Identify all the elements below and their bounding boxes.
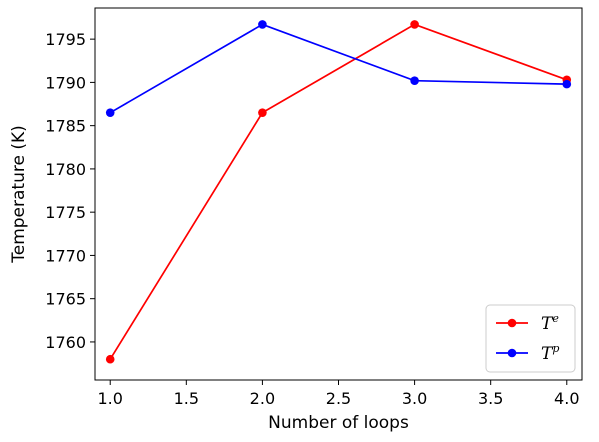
data-point-t-p	[410, 76, 419, 85]
y-axis-ticks: 1760 1765 1770 1775 1780 1785 1790 1795	[45, 30, 95, 352]
x-tick-label: 2.0	[250, 389, 275, 408]
x-axis-ticks: 1.0 1.5 2.0 2.5 3.0 3.5 4.0	[97, 380, 580, 408]
legend-marker-t-e	[507, 318, 517, 328]
data-point-t-e	[258, 108, 267, 117]
series-line-t-e	[109, 23, 568, 360]
y-tick-label: 1795	[45, 30, 86, 49]
y-tick-label: 1770	[45, 246, 86, 265]
y-tick-label: 1765	[45, 290, 86, 309]
plot-marks	[105, 20, 572, 364]
legend-label-t-e: Te	[541, 312, 559, 334]
x-tick-label: 1.5	[174, 389, 199, 408]
x-axis-label: Number of loops	[268, 413, 409, 433]
data-point-t-p	[562, 79, 572, 89]
x-tick-label: 2.5	[326, 389, 351, 408]
data-point-t-e	[410, 20, 419, 29]
data-point-t-p	[105, 108, 115, 117]
y-tick-label: 1780	[45, 160, 86, 179]
x-tick-label: 3.0	[402, 389, 427, 408]
y-axis-label: Temperature (K)	[9, 125, 29, 264]
y-tick-label: 1785	[45, 117, 86, 136]
y-tick-label: 1790	[45, 73, 86, 92]
legend-marker-t-p	[507, 348, 517, 358]
legend-label-t-p: Tp	[541, 342, 559, 364]
data-point-t-e	[105, 354, 115, 364]
data-point-t-p	[258, 20, 267, 29]
y-tick-label: 1775	[45, 203, 86, 222]
legend: Te Tp	[485, 304, 576, 373]
x-tick-label: 3.5	[478, 389, 503, 408]
x-tick-label: 4.0	[554, 389, 579, 408]
x-tick-label: 1.0	[97, 389, 122, 408]
legend-box	[485, 304, 576, 373]
y-tick-label: 1760	[45, 333, 86, 352]
series-line-t-p	[109, 23, 567, 114]
